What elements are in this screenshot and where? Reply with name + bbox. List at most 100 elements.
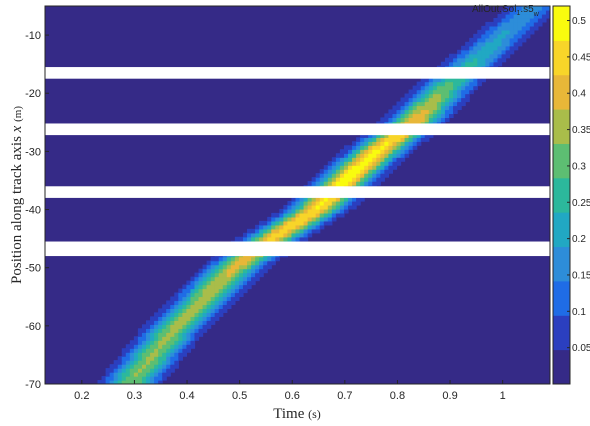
heatmap-cell xyxy=(141,380,147,384)
heatmap-cell xyxy=(222,264,228,270)
heatmap-cell xyxy=(384,145,389,150)
heatmap-cell xyxy=(238,288,244,294)
heatmap-cell xyxy=(105,368,111,373)
heatmap-cell xyxy=(436,97,442,103)
heatmap-cell xyxy=(331,165,337,170)
heatmap-cell xyxy=(182,332,187,337)
heatmap-cell xyxy=(360,165,365,170)
heatmap-cell xyxy=(323,208,329,214)
heatmap-cell xyxy=(420,101,426,107)
heatmap-cell xyxy=(376,173,381,178)
heatmap-cell xyxy=(226,288,232,294)
heatmap-cell xyxy=(461,93,466,99)
heatmap-cell xyxy=(287,224,293,230)
plot-frame xyxy=(44,5,551,385)
heatmap-cell xyxy=(436,89,442,95)
heatmap-cell xyxy=(238,268,244,274)
heatmap-cell xyxy=(339,208,345,214)
heatmap-cell xyxy=(154,332,159,337)
heatmap-cell xyxy=(416,141,422,146)
heatmap-cell xyxy=(121,348,127,353)
heatmap-cell xyxy=(469,49,474,55)
heatmap-cell xyxy=(533,6,539,11)
heatmap-cell xyxy=(222,260,228,266)
heatmap-cell xyxy=(174,344,179,349)
heatmap-cell xyxy=(303,224,309,230)
heatmap-cell xyxy=(291,208,297,214)
heatmap-cell xyxy=(247,280,252,286)
heatmap-cell xyxy=(449,57,454,63)
heatmap-cell xyxy=(449,77,454,83)
heatmap-cell xyxy=(352,169,357,174)
heatmap-cell xyxy=(505,13,511,19)
heatmap-cell xyxy=(194,292,200,298)
heatmap-cell xyxy=(339,157,345,162)
heatmap-cell xyxy=(396,153,402,158)
heatmap-cell xyxy=(465,49,470,55)
heatmap-cell xyxy=(440,61,446,67)
heatmap-cell xyxy=(473,57,478,63)
heatmap-cell xyxy=(174,296,179,302)
heatmap-cell xyxy=(396,105,402,111)
colorbar-segment xyxy=(553,212,570,248)
heatmap-cell xyxy=(174,336,179,341)
heatmap-cell xyxy=(234,236,240,242)
heatmap-cell xyxy=(299,208,305,214)
heatmap-cell xyxy=(541,13,547,19)
y-axis: -10 -20 -30 -40 -50 -60 -70 xyxy=(25,30,49,391)
heatmap-cell xyxy=(129,352,135,357)
heatmap-cell xyxy=(133,360,139,365)
colorbar-segment xyxy=(553,40,570,76)
heatmap-cell xyxy=(356,177,361,182)
y-axis-label: Position along track axis x (m) xyxy=(9,106,25,284)
heatmap-cell xyxy=(364,169,369,174)
heatmap-cell xyxy=(170,368,175,373)
heatmap-cell xyxy=(190,280,196,286)
heatmap-cell xyxy=(368,153,373,158)
heatmap-cell xyxy=(178,316,183,321)
heatmap-cell xyxy=(113,368,119,373)
heatmap-cell xyxy=(214,260,220,266)
heatmap-cell xyxy=(222,288,228,294)
heatmap-cell xyxy=(416,105,422,111)
no-data-gap xyxy=(45,241,550,257)
heatmap-cell xyxy=(303,216,309,222)
heatmap-cell xyxy=(428,133,434,138)
heatmap-cell xyxy=(449,53,454,59)
heatmap-cell xyxy=(465,57,470,63)
heatmap-cell xyxy=(234,256,240,262)
heatmap-cell xyxy=(303,228,309,234)
heatmap-cell xyxy=(356,145,361,150)
colorbar-frame xyxy=(552,5,571,385)
heatmap-cell xyxy=(505,33,511,39)
heatmap-cell xyxy=(166,308,171,313)
heatmap-cell xyxy=(125,344,131,349)
heatmap-cell xyxy=(339,212,345,218)
heatmap-cell xyxy=(489,61,495,67)
heatmap-cell xyxy=(174,332,179,337)
heatmap-cell xyxy=(210,276,216,282)
heatmap-cell xyxy=(396,137,402,142)
heatmap-cell xyxy=(376,141,381,146)
heatmap-cell xyxy=(420,85,426,91)
heatmap-cell xyxy=(323,220,329,226)
heatmap-cell xyxy=(469,81,474,87)
heatmap-cell xyxy=(222,276,228,282)
heatmap-cell xyxy=(307,200,313,206)
heatmap-cell xyxy=(388,109,394,115)
heatmap-cell xyxy=(315,196,321,202)
heatmap-cell xyxy=(323,165,329,170)
heatmap-cell xyxy=(493,25,499,31)
colorbar-segment xyxy=(553,349,570,385)
heatmap-cell xyxy=(485,21,490,27)
heatmap-cell xyxy=(392,145,398,150)
heatmap-cell xyxy=(537,17,543,23)
heatmap-cell xyxy=(170,348,175,353)
heatmap-cell xyxy=(444,61,450,67)
heatmap-cell xyxy=(408,93,414,99)
heatmap-cell xyxy=(222,300,228,306)
heatmap-cell xyxy=(202,304,208,309)
heatmap-cell xyxy=(453,93,458,99)
heatmap-cell xyxy=(263,260,268,266)
heatmap-cell xyxy=(186,324,192,329)
